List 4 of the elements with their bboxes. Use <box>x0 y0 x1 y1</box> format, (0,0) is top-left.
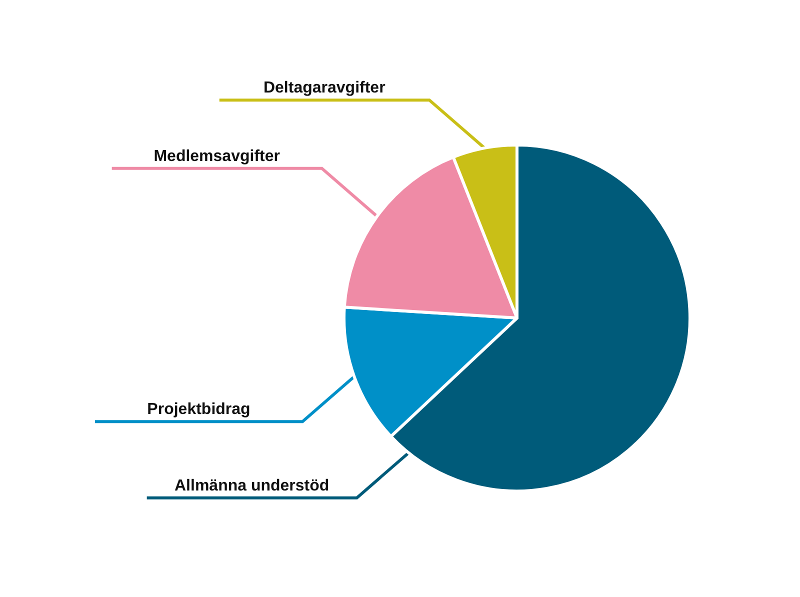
slice-label: Allmänna understöd <box>174 477 330 494</box>
slice-label: Deltagaravgifter <box>263 80 386 97</box>
slice-label: Medlemsavgifter <box>154 148 280 165</box>
slice-label: Projektbidrag <box>147 401 250 418</box>
